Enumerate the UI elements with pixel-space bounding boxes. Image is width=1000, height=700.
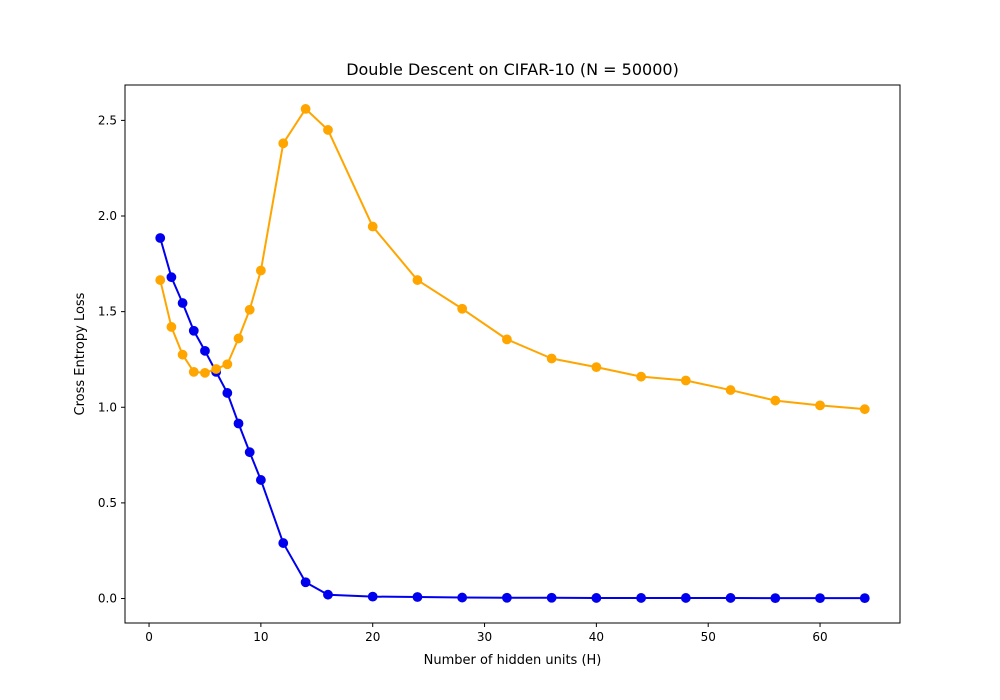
series-0-point bbox=[155, 233, 166, 243]
series-1-point bbox=[502, 334, 512, 345]
series-0-point bbox=[591, 593, 602, 603]
series-1-point bbox=[188, 366, 199, 377]
x-tick-label: 10 bbox=[253, 630, 268, 644]
series-0-point bbox=[255, 475, 266, 485]
series-0-line bbox=[159, 237, 866, 600]
series-0-point bbox=[770, 593, 781, 604]
series-0-point bbox=[815, 593, 825, 604]
series-0-point bbox=[457, 592, 468, 603]
series-1-point bbox=[166, 322, 177, 332]
series-0-point bbox=[725, 593, 736, 603]
series-1-point bbox=[222, 359, 233, 370]
chart-title: Double Descent on CIFAR-10 (N = 50000) bbox=[346, 60, 679, 79]
series-0-point bbox=[188, 325, 199, 336]
x-tick-label: 30 bbox=[477, 630, 492, 644]
series-1-point bbox=[412, 275, 423, 285]
y-tick-label: 0.5 bbox=[98, 496, 117, 510]
series-1-point bbox=[591, 362, 602, 373]
series-1-point bbox=[244, 304, 255, 315]
series-0-point bbox=[367, 591, 378, 602]
series-1-point bbox=[233, 333, 244, 344]
series-0-point bbox=[200, 345, 210, 356]
y-tick-label: 2.5 bbox=[98, 113, 117, 127]
series-0-point bbox=[166, 272, 177, 283]
series-1-point bbox=[177, 349, 188, 360]
y-tick-label: 2.0 bbox=[98, 209, 117, 223]
series-1-point bbox=[255, 265, 266, 276]
series-0-point bbox=[222, 388, 233, 398]
series-0-point bbox=[680, 593, 691, 603]
x-tick-label: 40 bbox=[589, 630, 604, 644]
y-tick-label: 0.0 bbox=[98, 592, 117, 606]
y-axis-title: Cross Entropy Loss bbox=[73, 292, 88, 415]
x-tick-label: 60 bbox=[812, 630, 827, 644]
series-0-point bbox=[859, 593, 870, 604]
series-1-point bbox=[725, 385, 736, 395]
series-1-point bbox=[815, 400, 825, 411]
series-1-point bbox=[278, 138, 289, 149]
y-tick-label: 1.0 bbox=[98, 400, 117, 414]
series-0-point bbox=[177, 298, 188, 308]
series-1-line bbox=[159, 107, 866, 411]
series-1-point bbox=[200, 367, 210, 378]
series-0-point bbox=[546, 592, 557, 603]
x-tick-label: 50 bbox=[701, 630, 716, 644]
series-0-point bbox=[636, 593, 647, 603]
series-1-point bbox=[367, 221, 378, 232]
series-1-point bbox=[155, 275, 166, 285]
y-tick-label: 1.5 bbox=[98, 305, 117, 319]
series-0-point bbox=[278, 538, 289, 548]
series-0-point bbox=[323, 589, 333, 600]
series-1-point bbox=[859, 404, 870, 415]
x-tick-label: 20 bbox=[365, 630, 380, 644]
plot-layer: 0 10 20 30 40 50 60 0.0 0.5 1.0 1.5 2.0 2.5 bbox=[98, 84, 901, 644]
series-1-point bbox=[680, 375, 691, 386]
series-1-point bbox=[770, 395, 781, 406]
series-1-point bbox=[300, 104, 311, 114]
series-0-point bbox=[244, 447, 255, 458]
plot-frame bbox=[124, 84, 901, 624]
series-0-point bbox=[412, 592, 423, 602]
series-1-point bbox=[636, 371, 647, 382]
series-1-point bbox=[323, 125, 333, 135]
series-0-point bbox=[233, 418, 244, 429]
series-0-point bbox=[300, 577, 311, 588]
series-0-point bbox=[502, 592, 512, 603]
series-1-point bbox=[457, 303, 468, 314]
series-1-point bbox=[211, 364, 222, 374]
x-tick-label: 0 bbox=[145, 630, 153, 644]
x-axis-title: Number of hidden units (H) bbox=[424, 653, 602, 668]
series-1-point bbox=[546, 353, 557, 364]
